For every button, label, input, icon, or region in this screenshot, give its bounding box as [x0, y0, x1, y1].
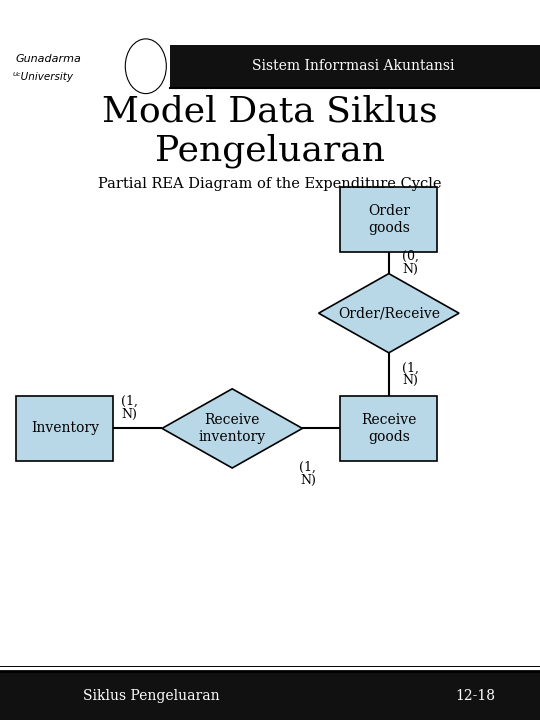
Text: Pengeluaran: Pengeluaran: [155, 134, 385, 168]
Text: Siklus Pengeluaran: Siklus Pengeluaran: [83, 688, 220, 703]
Text: Receive
inventory: Receive inventory: [199, 413, 266, 444]
Text: (1,
N): (1, N): [122, 395, 138, 421]
Text: Order/Receive: Order/Receive: [338, 306, 440, 320]
FancyBboxPatch shape: [16, 396, 113, 461]
Text: (0,
N): (0, N): [402, 250, 419, 276]
Text: Partial REA Diagram of the Expenditure Cycle: Partial REA Diagram of the Expenditure C…: [98, 176, 442, 191]
FancyBboxPatch shape: [340, 396, 437, 461]
Text: (1,
N): (1, N): [402, 361, 419, 387]
Text: Order
goods: Order goods: [368, 204, 410, 235]
Text: 12-18: 12-18: [455, 688, 495, 703]
FancyBboxPatch shape: [170, 45, 540, 88]
Text: Receive
goods: Receive goods: [361, 413, 416, 444]
Polygon shape: [319, 274, 459, 353]
Text: (1,
N): (1, N): [299, 461, 316, 487]
Text: ᵁᶜUniversity: ᵁᶜUniversity: [13, 72, 73, 82]
Text: Inventory: Inventory: [31, 421, 99, 436]
Polygon shape: [162, 389, 302, 468]
FancyBboxPatch shape: [0, 671, 540, 720]
Text: Sistem Inforrmasi Akuntansi: Sistem Inforrmasi Akuntansi: [252, 59, 455, 73]
Text: Gunadarma: Gunadarma: [16, 54, 82, 64]
Text: Model Data Siklus: Model Data Siklus: [102, 94, 438, 129]
FancyBboxPatch shape: [340, 187, 437, 252]
